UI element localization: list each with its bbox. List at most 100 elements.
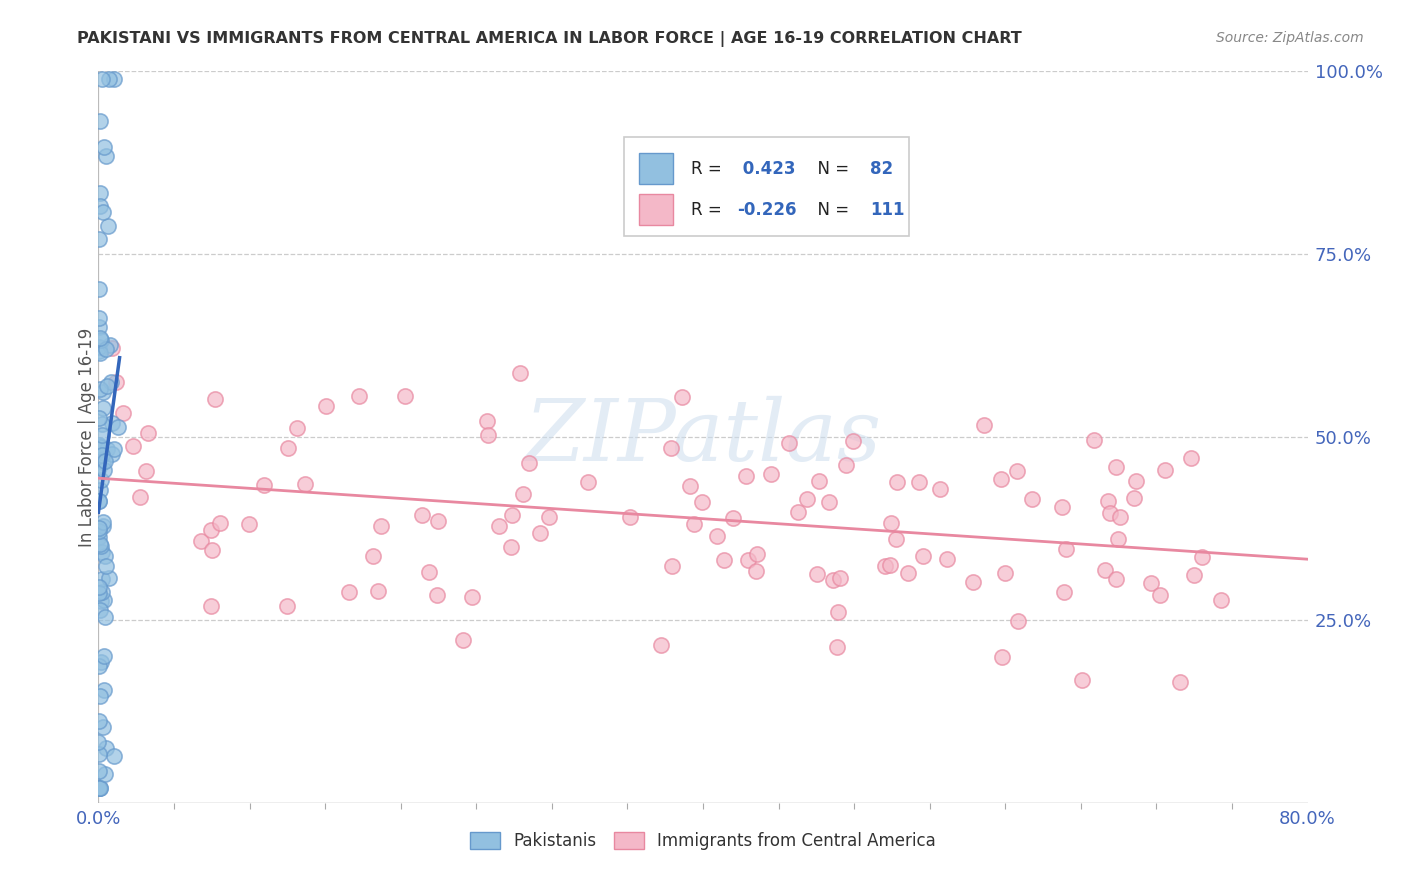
Point [253, 478, 276, 492]
Point [512, 487, 534, 501]
Point [87, 586, 110, 600]
Point [98, 571, 121, 585]
Point [91, 204, 114, 219]
Point [678, 478, 700, 492]
Bar [638, 194, 673, 225]
Point [897, 566, 920, 580]
Bar [624, 137, 908, 235]
Point [94, 558, 117, 573]
Point [661, 558, 683, 573]
Point [994, 566, 1017, 581]
Point [929, 482, 952, 496]
Point [576, 475, 599, 490]
Text: 111: 111 [870, 201, 904, 219]
Point [488, 518, 510, 533]
Point [1105, 460, 1128, 475]
Point [89, 114, 111, 128]
Point [94, 766, 117, 780]
Point [737, 553, 759, 567]
Point [735, 469, 758, 483]
Point [200, 523, 222, 537]
Point [276, 599, 298, 614]
Point [87, 438, 110, 452]
Point [1180, 451, 1202, 466]
Point [778, 436, 800, 450]
Text: R =: R = [690, 160, 727, 178]
Point [451, 632, 474, 647]
Point [97, 71, 120, 86]
Point [787, 505, 810, 519]
Point [91, 519, 114, 533]
Point [91, 71, 114, 86]
Point [671, 390, 693, 404]
Point [91, 428, 114, 442]
Point [806, 567, 828, 582]
Point [650, 638, 672, 652]
Point [509, 366, 531, 380]
Point [821, 573, 844, 587]
Point [94, 609, 117, 624]
Point [90, 333, 112, 347]
Point [835, 458, 858, 472]
Point [96, 219, 118, 233]
Point [93, 592, 115, 607]
Point [461, 591, 484, 605]
Point [96, 442, 118, 457]
Point [89, 524, 111, 538]
Point [294, 476, 316, 491]
Text: ZIPatlas: ZIPatlas [524, 396, 882, 478]
Point [501, 508, 523, 522]
Point [93, 384, 115, 399]
Point [370, 519, 392, 533]
Point [991, 649, 1014, 664]
Point [87, 442, 110, 457]
Point [103, 442, 125, 456]
Point [1094, 563, 1116, 577]
Point [135, 464, 157, 478]
Point [89, 340, 111, 354]
Point [908, 475, 931, 489]
Point [827, 640, 849, 655]
Point [91, 454, 114, 468]
Point [93, 463, 115, 477]
Point [1108, 510, 1130, 524]
Point [367, 583, 389, 598]
Point [94, 343, 117, 357]
Point [90, 417, 112, 431]
Point [315, 399, 337, 413]
Point [659, 441, 682, 455]
Point [89, 483, 111, 498]
Y-axis label: In Labor Force | Age 16-19: In Labor Force | Age 16-19 [79, 327, 96, 547]
Point [201, 543, 224, 558]
Point [103, 71, 125, 86]
Point [91, 584, 114, 599]
Point [796, 491, 818, 506]
Point [105, 376, 128, 390]
Legend: Pakistanis, Immigrants from Central America: Pakistanis, Immigrants from Central Amer… [464, 825, 942, 856]
Point [713, 553, 735, 567]
Point [692, 494, 714, 508]
Point [89, 310, 111, 325]
Point [426, 588, 449, 602]
Point [1191, 549, 1213, 564]
Text: PAKISTANI VS IMMIGRANTS FROM CENTRAL AMERICA IN LABOR FORCE | AGE 16-19 CORRELAT: PAKISTANI VS IMMIGRANTS FROM CENTRAL AME… [77, 31, 1022, 47]
Point [87, 735, 110, 749]
Point [89, 382, 111, 396]
Point [886, 475, 908, 489]
Point [1209, 592, 1232, 607]
Point [91, 721, 114, 735]
Point [277, 441, 299, 455]
Point [1123, 491, 1146, 506]
Point [89, 232, 111, 246]
Point [361, 549, 384, 564]
Point [880, 516, 903, 530]
Point [89, 493, 111, 508]
Point [91, 515, 114, 529]
Point [394, 389, 416, 403]
Point [912, 549, 935, 563]
Point [89, 747, 111, 761]
Point [87, 530, 110, 544]
Point [93, 683, 115, 698]
Point [1053, 585, 1076, 599]
Point [827, 605, 849, 619]
